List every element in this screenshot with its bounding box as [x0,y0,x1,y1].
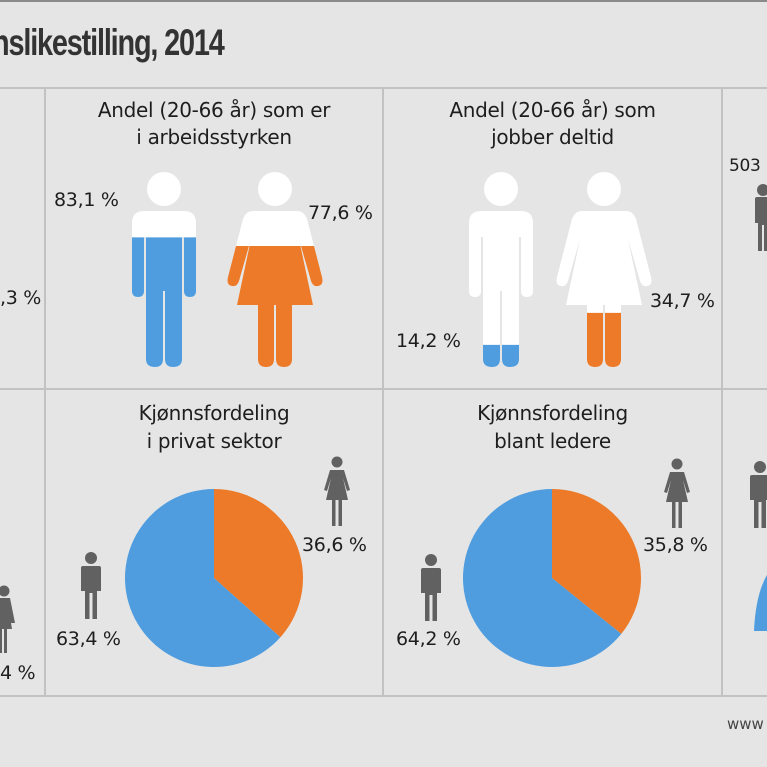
panel-title-line2: jobber deltid [491,125,614,149]
figure-body-empty [469,211,533,367]
panel-labor-force: Andel (20-66 år) som er i arbeidsstyrken… [46,89,382,388]
panel-leaders: Kjønnsfordeling blant ledere 64,2 % 35,8… [384,390,721,695]
figure-body-empty [556,211,652,367]
partial-value-label: ,3 % [0,287,42,309]
grid-line-col3 [721,87,723,697]
female-percent-label: 36,6 % [302,534,367,556]
male-percent-label: 63,4 % [56,628,121,650]
panel-title-line1: Kjønnsfordeling [477,401,628,425]
figure-body-fill [227,245,323,367]
panel-title-line1: Andel (20-66 år) som [449,98,656,122]
partial-value-label: 4 % [0,662,36,684]
panel-title-line1: Andel (20-66 år) som er [97,98,331,122]
pie-chart [463,489,641,667]
male-icon [81,552,101,619]
top-border [0,0,767,2]
female-icon [664,458,690,528]
figure-body-fill [132,237,196,367]
pie-slice-female [552,489,641,634]
figure-head [147,172,181,206]
male-figure-icon [132,172,196,367]
male-percent-label: 83,1 % [54,189,119,211]
panel-title-line2: blant ledere [494,429,611,453]
male-icon [755,184,767,251]
figure-body-fill [483,344,519,367]
male-figure-icon [469,172,533,367]
panel-part-time: Andel (20-66 år) som jobber deltid 14,2 … [384,89,721,388]
pie-slice-male [125,489,281,667]
male-icon [750,461,767,528]
partial-value-label: 503 [729,156,761,176]
panel-title-line1: Kjønnsfordeling [138,401,290,425]
footer-url: www [727,715,764,733]
female-icon [324,456,350,526]
pie-slice-male [463,489,622,667]
figure-body-fill [587,312,621,367]
male-percent-label: 64,2 % [396,628,461,650]
female-percent-label: 35,8 % [643,534,708,556]
female-percent-label: 34,7 % [650,290,715,312]
male-percent-label: 14,2 % [396,330,461,352]
figure-head [258,172,292,206]
panel-title-line2: i privat sektor [146,429,282,453]
grid-line-col2 [382,87,384,697]
pie-chart [125,489,303,667]
page-title: nslikestilling, 2014 [0,22,225,63]
figure-head [484,172,518,206]
panel-private-sector: Kjønnsfordeling i privat sektor 63,4 % 3… [46,390,382,695]
panel-title-line2: i arbeidsstyrken [136,125,292,149]
female-percent-label: 77,6 % [308,202,373,224]
female-figure-icon [556,172,652,367]
grid-line-col1 [44,87,46,697]
pie-chart-partial [754,574,767,631]
pie-slice-female [214,489,303,638]
figure-head [587,172,621,206]
female-figure-icon [227,172,323,367]
female-icon [0,585,15,653]
male-icon [421,554,441,621]
